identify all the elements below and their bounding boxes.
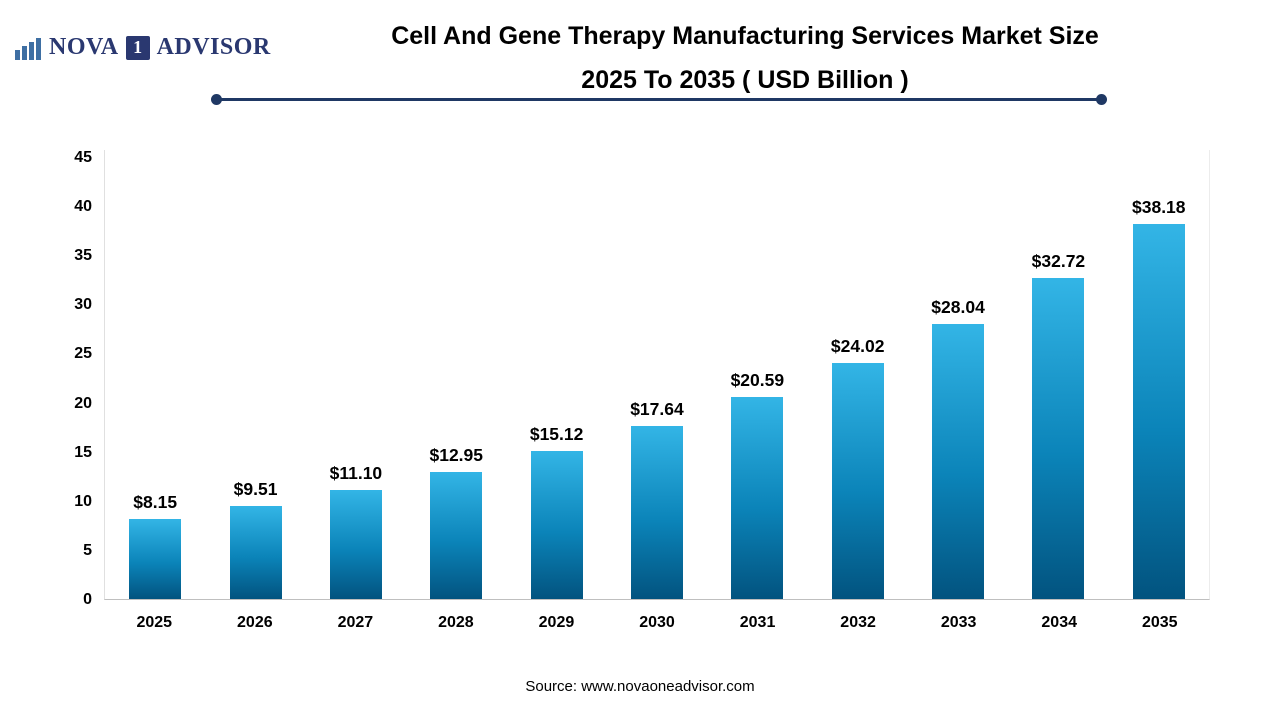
bar: [530, 450, 583, 599]
bar-chart-icon: [15, 37, 41, 60]
x-axis-tick-label: 2030: [639, 614, 675, 631]
x-axis-tick-label: 2028: [438, 614, 474, 631]
bar: [430, 471, 483, 599]
x-axis-tick-label: 2026: [237, 614, 273, 631]
bar: [229, 505, 282, 599]
bar: [932, 323, 985, 599]
bar: [1132, 224, 1185, 599]
y-axis-tick-label: 5: [83, 541, 92, 559]
bar-value-label: $32.72: [1031, 250, 1086, 271]
bar-group: $12.95: [406, 445, 506, 599]
x-axis-tick-label: 2032: [840, 614, 876, 631]
x-axis: 2025 2026 2027 2028 2029 2030 2031 2032 2033 2034…: [104, 614, 1210, 632]
bar-value-label: $11.10: [329, 462, 383, 483]
logo-text-advisor: ADVISOR: [156, 34, 271, 60]
title-underline-divider: [211, 94, 1107, 105]
x-axis-tick-label: 2027: [337, 614, 374, 631]
bar-value-label: $15.12: [529, 423, 584, 444]
bar-value-label: $8.15: [133, 491, 178, 512]
bar-value-label: $17.64: [630, 398, 684, 419]
chart-title-line2: 2025 To 2035 ( USD Billion ): [581, 66, 909, 94]
x-axis-tick-label: 2025: [136, 614, 173, 631]
bar-group: $28.04: [908, 297, 1008, 599]
y-axis-tick-label: 40: [74, 198, 92, 216]
logo-text-nova: NOVA: [49, 34, 119, 60]
bar: [1032, 277, 1085, 599]
bar-value-label: $20.59: [730, 369, 785, 390]
y-axis-tick-label: 45: [74, 149, 92, 166]
logo-number-badge: 1: [125, 35, 150, 60]
bar-value-label: $9.51: [233, 478, 278, 499]
bar-value-label: $38.18: [1132, 197, 1186, 217]
bar: [831, 363, 884, 599]
bar: [129, 518, 182, 599]
bar: [731, 396, 784, 599]
x-axis-tick-label: 2033: [940, 614, 977, 631]
bar-group: $11.10: [306, 463, 406, 599]
bar-group: $8.15: [105, 492, 205, 599]
chart-title-line1: Cell And Gene Therapy Manufacturing Serv…: [391, 22, 1099, 50]
bar-group: $38.18: [1109, 197, 1209, 599]
bar-group: $9.51: [205, 479, 305, 599]
plot-area: $8.15 $9.51 $11.10 $12.95 $15.12 $17.64 $20.59…: [104, 150, 1210, 600]
y-axis: 0 5 10 15 20 25 30 35 40 45: [56, 149, 92, 608]
bar-group: $32.72: [1008, 251, 1108, 599]
chart-title: Cell And Gene Therapy Manufacturing Serv…: [240, 14, 1250, 102]
bar-value-label: $24.02: [830, 336, 885, 357]
y-axis-tick-label: 10: [74, 492, 92, 510]
x-axis-tick-label: 2029: [538, 614, 575, 631]
y-axis-tick-label: 15: [74, 443, 92, 461]
y-axis-tick-label: 25: [74, 345, 92, 363]
bar-value-label: $28.04: [931, 296, 985, 317]
bar-group: $17.64: [607, 399, 707, 599]
y-axis-tick-label: 0: [83, 591, 92, 608]
bar-group: $15.12: [506, 423, 606, 599]
bar-group: $24.02: [808, 336, 908, 599]
bar-group: $20.59: [707, 370, 807, 599]
bar: [630, 425, 683, 599]
x-axis-tick-label: 2031: [739, 614, 776, 631]
logo: NOVA 1 ADVISOR: [14, 34, 271, 61]
x-axis-tick-label: 2035: [1141, 614, 1178, 631]
source-text: Source: www.novaoneadvisor.com: [525, 678, 755, 695]
y-axis-tick-label: 30: [74, 296, 92, 314]
y-axis-tick-label: 35: [74, 247, 92, 265]
x-axis-tick-label: 2034: [1041, 614, 1077, 631]
bar-value-label: $12.95: [429, 444, 484, 465]
bar: [329, 489, 382, 599]
y-axis-tick-label: 20: [74, 394, 92, 412]
